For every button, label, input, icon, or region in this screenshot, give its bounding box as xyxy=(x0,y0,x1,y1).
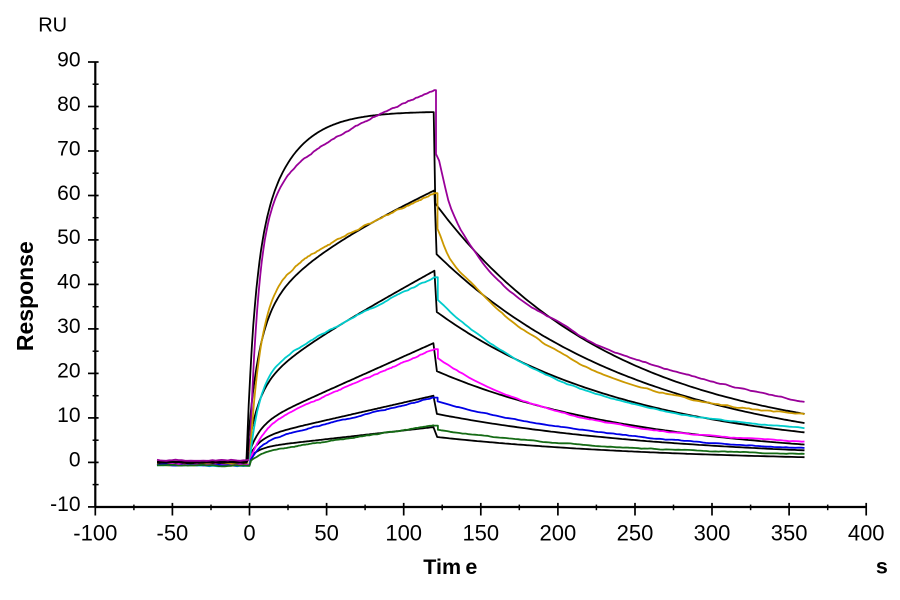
svg-text:80: 80 xyxy=(57,93,80,116)
svg-text:30: 30 xyxy=(57,315,80,338)
svg-text:10: 10 xyxy=(57,404,80,427)
svg-text:0: 0 xyxy=(243,520,255,545)
svg-text:-10: -10 xyxy=(50,493,80,516)
svg-text:100: 100 xyxy=(385,520,422,545)
svg-text:0: 0 xyxy=(69,449,81,472)
svg-text:200: 200 xyxy=(540,520,577,545)
svg-text:s: s xyxy=(876,555,888,579)
svg-text:350: 350 xyxy=(771,520,808,545)
svg-text:20: 20 xyxy=(57,360,80,383)
svg-text:50: 50 xyxy=(314,520,338,545)
svg-text:-50: -50 xyxy=(157,520,189,545)
svg-text:50: 50 xyxy=(57,226,80,249)
svg-text:Response: Response xyxy=(12,241,38,351)
svg-text:90: 90 xyxy=(57,48,80,71)
svg-text:400: 400 xyxy=(848,520,885,545)
svg-text:40: 40 xyxy=(57,271,80,294)
svg-text:300: 300 xyxy=(694,520,731,545)
svg-text:250: 250 xyxy=(617,520,654,545)
svg-text:-100: -100 xyxy=(73,520,117,545)
svg-text:70: 70 xyxy=(57,137,80,160)
svg-text:60: 60 xyxy=(57,182,80,205)
svg-text:Tim e: Tim e xyxy=(423,555,477,579)
svg-text:RU: RU xyxy=(38,15,67,37)
svg-text:150: 150 xyxy=(462,520,499,545)
